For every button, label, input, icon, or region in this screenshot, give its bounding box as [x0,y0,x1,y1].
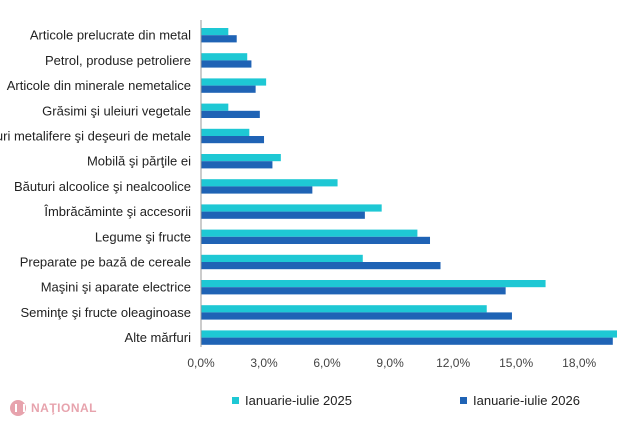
bar-2026-10 [201,287,506,295]
category-labels: Articole prelucrate din metal Petrol, pro… [0,28,191,345]
category-label: Alte mărfuri [125,330,192,345]
bar-2026-11 [201,312,512,320]
x-tick-label: 18,0% [562,356,596,370]
legend-swatch-2025 [232,397,239,404]
bar-2026-5 [201,161,273,169]
bar-2025-1 [201,53,248,61]
bar-2026-7 [201,211,365,219]
bars [201,28,617,345]
category-label: Minereuri metalifere şi deşeuri de metal… [0,129,191,144]
national-logo: NAŢIONAL [10,400,97,416]
bar-2025-3 [201,103,229,111]
bar-2026-12 [201,337,613,345]
category-label: Preparate pe bază de cereale [20,255,191,270]
bar-2025-12 [201,330,617,338]
category-label: Îmbrăcăminte şi accesorii [43,204,191,219]
category-label: Articole prelucrate din metal [30,28,191,43]
bar-2025-2 [201,78,267,86]
category-label: Băuturi alcoolice şi nealcoolice [14,179,191,194]
bar-2026-6 [201,186,313,194]
bar-2025-5 [201,154,281,162]
bar-2026-1 [201,60,252,68]
x-tick-label: 15,0% [499,356,533,370]
category-label: Seminţe şi fructe oleaginoase [20,305,191,320]
bar-2026-2 [201,85,256,93]
bar-2025-8 [201,229,418,237]
bar-2025-11 [201,305,487,313]
x-tick-label: 0,0% [187,356,215,370]
logo-wordmark: NAŢIONAL [31,401,97,415]
category-label: Articole din minerale nemetalice [7,78,191,93]
legend-item-2025: Ianuarie-iulie 2025 [232,393,352,408]
bar-2025-6 [201,179,338,187]
x-tick-label: 9,0% [376,356,404,370]
category-label: Mobilă şi părţile ei [87,154,191,169]
category-label: Legume şi fructe [95,229,191,244]
x-tick-labels: 0,0% 3,0% 6,0% 9,0% 12,0% 15,0% 18,0% [187,356,596,370]
bar-2025-9 [201,254,363,262]
category-label: Maşini şi aparate electrice [41,280,191,295]
bar-2026-8 [201,236,431,244]
x-tick-label: 6,0% [313,356,341,370]
category-label: Petrol, produse petroliere [45,53,191,68]
bar-2025-0 [201,28,229,36]
bar-2026-0 [201,35,237,43]
bar-2025-10 [201,280,546,288]
legend-label-2025: Ianuarie-iulie 2025 [245,393,352,408]
bar-2026-9 [201,262,441,270]
bar-2025-4 [201,128,250,136]
bar-2025-7 [201,204,382,212]
x-tick-label: 3,0% [250,356,278,370]
logo-mark-icon [10,400,26,416]
legend-label-2026: Ianuarie-iulie 2026 [473,393,580,408]
legend-swatch-2026 [460,397,467,404]
x-tick-label: 12,0% [436,356,470,370]
bar-2026-3 [201,110,260,118]
bar-2026-4 [201,136,265,144]
legend-item-2026: Ianuarie-iulie 2026 [460,393,580,408]
category-label: Grăsimi şi uleiuri vegetale [42,103,191,118]
